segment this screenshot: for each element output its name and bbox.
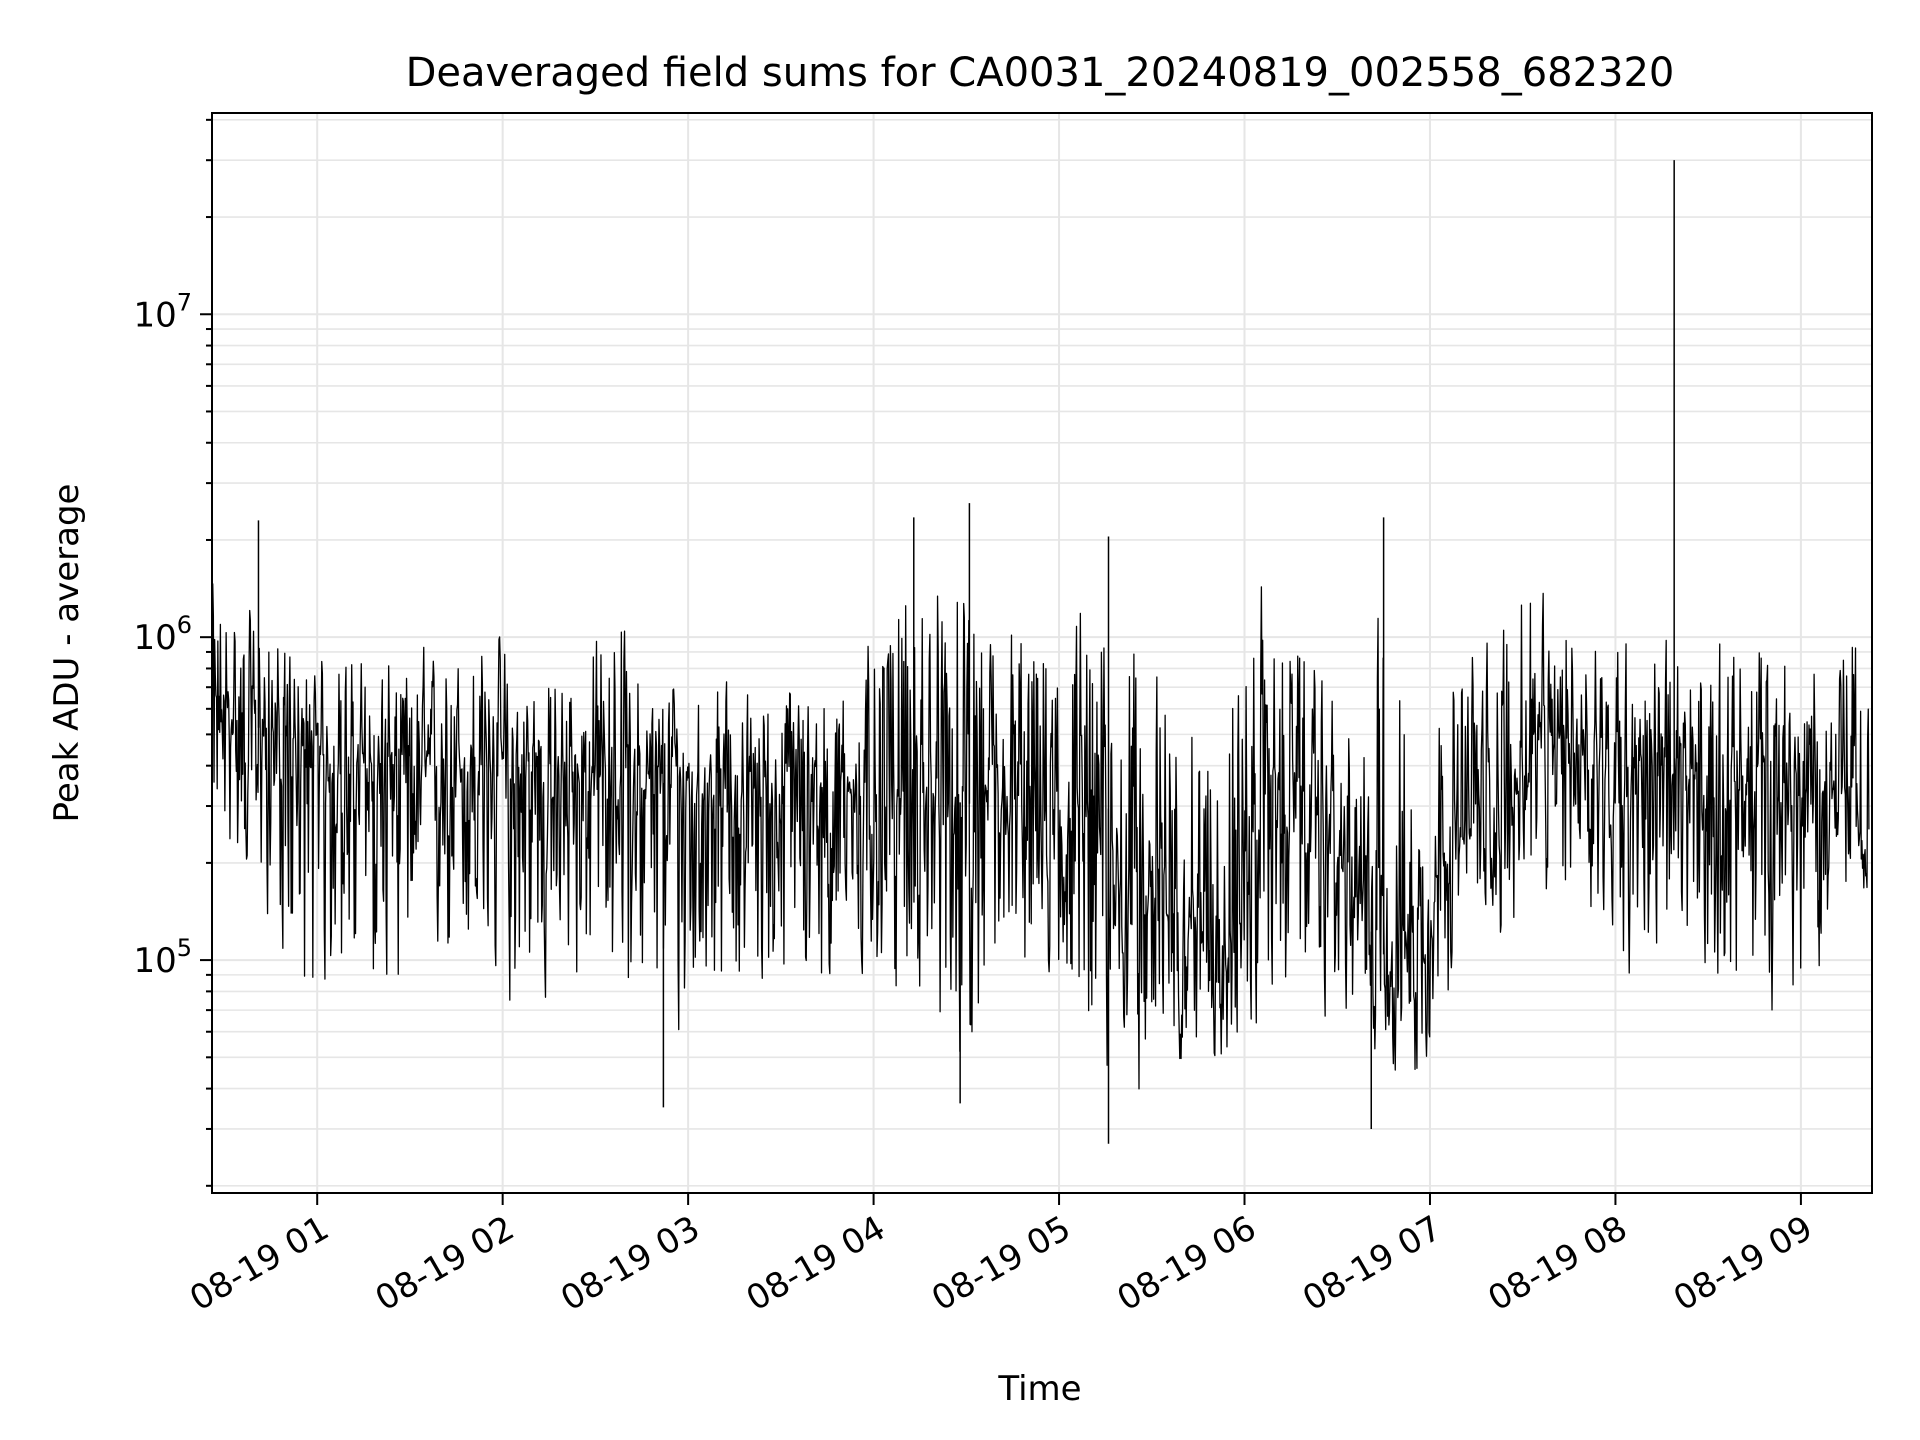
y-tick-label: 106 [133, 611, 192, 658]
data-series [211, 160, 1870, 1144]
plot-frame [211, 112, 1873, 1194]
y-axis-title: Peak ADU - average [47, 484, 87, 823]
x-axis-title: Time [997, 1369, 1081, 1409]
chart-title: Deaveraged field sums for CA0031_2024081… [406, 50, 1675, 96]
y-tick-label: 107 [133, 288, 192, 335]
y-tick-label: 105 [133, 934, 192, 981]
data-line [211, 583, 1870, 1090]
y-axis: 105 106 107 [133, 118, 212, 1187]
